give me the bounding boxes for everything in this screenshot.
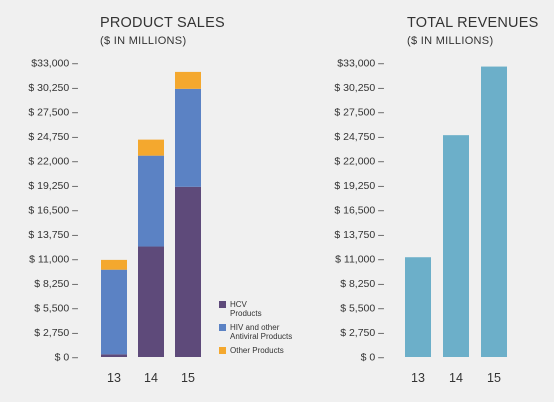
total-revenues-y-axis: $ 0 – $ 2,750 – $ 5,500 – $ 8,250 – $ 11,000… bbox=[334, 58, 384, 364]
x-category-label: 13 bbox=[107, 371, 121, 385]
x-category-label: 13 bbox=[411, 371, 425, 385]
x-category-label: 14 bbox=[144, 371, 158, 385]
product-sales-x-axis: 13 14 15 bbox=[107, 371, 195, 385]
y-tick-label: $ 24,750 – bbox=[28, 131, 78, 143]
stacked-bar-segment bbox=[101, 269, 127, 355]
y-tick-label: $ 8,250 – bbox=[340, 278, 384, 290]
revenue-bar bbox=[405, 257, 431, 357]
y-tick-label: $ 19,250 – bbox=[334, 180, 384, 192]
y-tick-label: $ 11,000 – bbox=[29, 254, 78, 266]
legend-swatch bbox=[219, 347, 226, 354]
legend-swatch bbox=[219, 301, 226, 308]
y-tick-label: $ 13,750 – bbox=[28, 229, 78, 241]
product-sales-chart: PRODUCT SALES ($ IN MILLIONS) $ 0 – $ 2,7… bbox=[28, 15, 292, 385]
total-revenues-bars bbox=[405, 66, 507, 358]
product-sales-y-axis: $ 0 – $ 2,750 – $ 5,500 – $ 8,250 – $ 11,000… bbox=[28, 58, 78, 364]
y-tick-label: $ 27,500 – bbox=[334, 107, 384, 119]
y-tick-label: $33,000 – bbox=[31, 58, 78, 70]
y-tick-label: $33,000 – bbox=[337, 58, 384, 70]
y-tick-label: $ 2,750 – bbox=[34, 327, 78, 339]
stacked-bar-segment bbox=[138, 155, 164, 247]
y-tick-label: $ 16,500 – bbox=[28, 205, 78, 217]
product-sales-bars bbox=[101, 71, 201, 357]
y-tick-label: $ 0 – bbox=[55, 352, 79, 364]
stacked-bar-segment bbox=[101, 259, 127, 270]
total-revenues-subtitle: ($ IN MILLIONS) bbox=[407, 35, 493, 47]
y-tick-label: $ 30,250 – bbox=[28, 82, 78, 94]
revenue-bar bbox=[443, 135, 469, 357]
y-tick-label: $ 19,250 – bbox=[28, 180, 78, 192]
y-tick-label: $ 2,750 – bbox=[340, 327, 384, 339]
legend-label: Antiviral Products bbox=[230, 332, 292, 341]
y-tick-label: $ 0 – bbox=[361, 352, 385, 364]
y-tick-label: $ 11,000 – bbox=[335, 254, 384, 266]
product-sales-title: PRODUCT SALES bbox=[100, 15, 225, 31]
y-tick-label: $ 22,000 – bbox=[28, 156, 78, 168]
y-tick-label: $ 5,500 – bbox=[34, 303, 78, 315]
y-tick-label: $ 5,500 – bbox=[340, 303, 384, 315]
legend-label: HCV bbox=[230, 300, 248, 309]
stacked-bar-segment bbox=[138, 139, 164, 156]
y-tick-label: $ 8,250 – bbox=[34, 278, 78, 290]
legend-swatch bbox=[219, 324, 226, 331]
x-category-label: 15 bbox=[181, 371, 195, 385]
y-tick-label: $ 16,500 – bbox=[334, 205, 384, 217]
total-revenues-chart: TOTAL REVENUES ($ IN MILLIONS) $ 0 – $ 2,… bbox=[334, 15, 538, 385]
legend-label: Products bbox=[230, 309, 262, 318]
stacked-bar-segment bbox=[175, 88, 201, 187]
y-tick-label: $ 24,750 – bbox=[334, 131, 384, 143]
total-revenues-x-axis: 13 14 15 bbox=[411, 371, 501, 385]
legend-label: Other Products bbox=[230, 346, 284, 355]
revenue-bar bbox=[481, 66, 507, 358]
total-revenues-title: TOTAL REVENUES bbox=[407, 15, 538, 31]
x-category-label: 14 bbox=[449, 371, 463, 385]
stacked-bar-segment bbox=[175, 186, 201, 357]
legend-label: HIV and other bbox=[230, 323, 280, 332]
x-category-label: 15 bbox=[487, 371, 501, 385]
y-tick-label: $ 22,000 – bbox=[334, 156, 384, 168]
y-tick-label: $ 13,750 – bbox=[334, 229, 384, 241]
y-tick-label: $ 27,500 – bbox=[28, 107, 78, 119]
y-tick-label: $ 30,250 – bbox=[334, 82, 384, 94]
stacked-bar-segment bbox=[101, 354, 127, 357]
product-sales-subtitle: ($ IN MILLIONS) bbox=[100, 35, 186, 47]
stacked-bar-segment bbox=[138, 246, 164, 357]
stacked-bar-segment bbox=[175, 71, 201, 89]
